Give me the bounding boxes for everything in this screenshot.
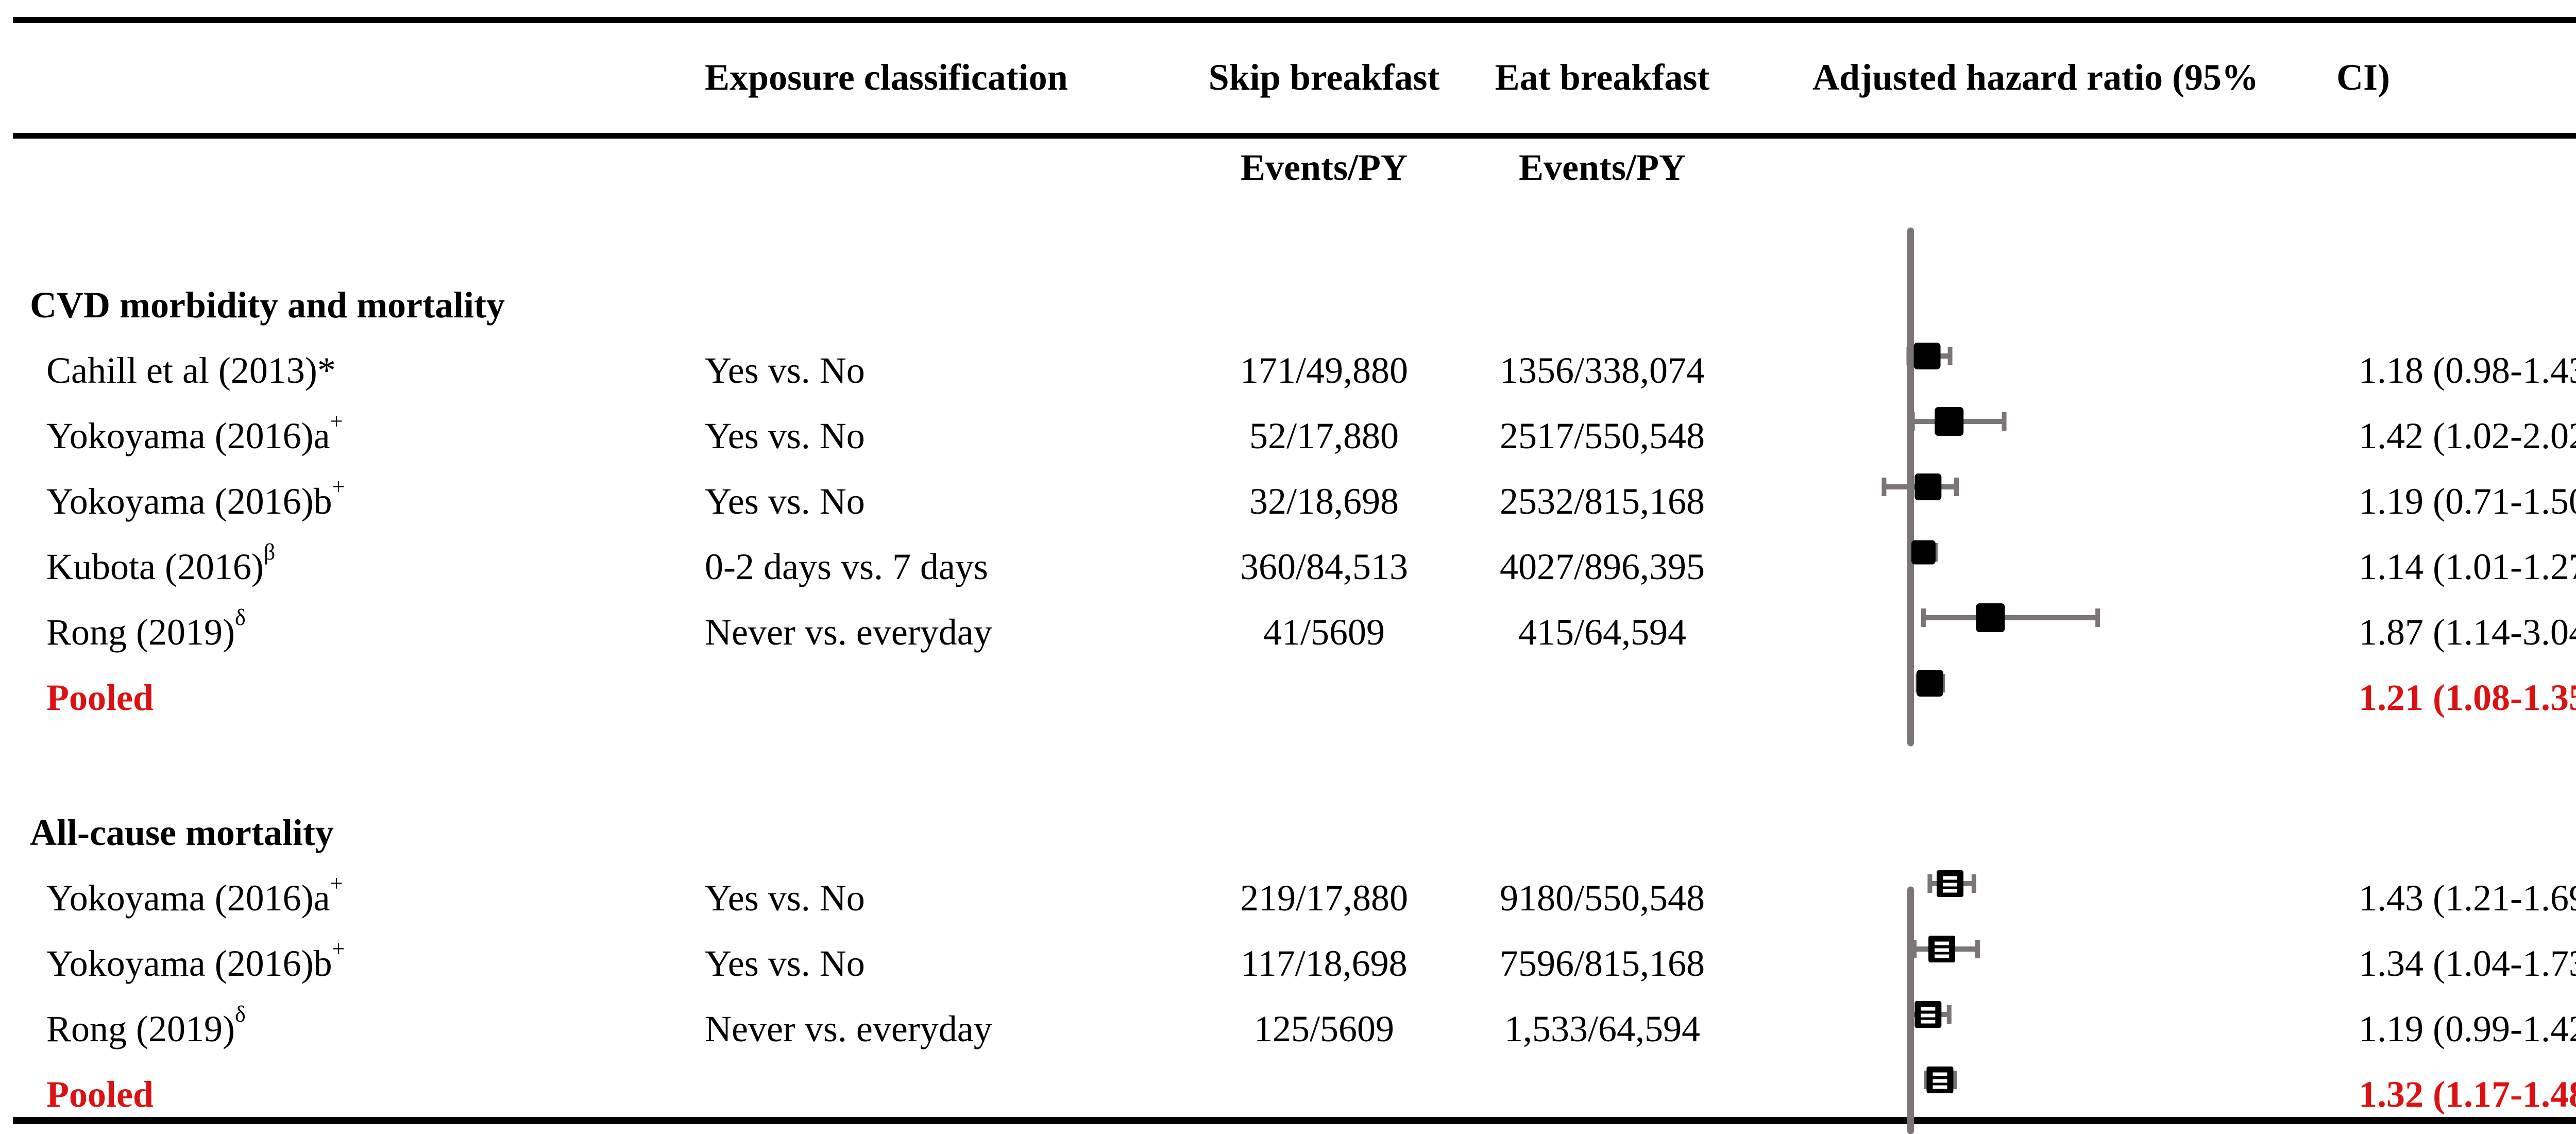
skip-events-cell: 171/49,880 [1240, 350, 1408, 391]
study-label: Yokoyama (2016)a+ [46, 408, 343, 464]
exposure-cell: Yes vs. No [705, 350, 865, 391]
study-label: Cahill et al (2013)* [46, 342, 336, 399]
marker-stripe [1921, 1020, 1936, 1024]
column-header-hazard-ratio-ci: CI) [2336, 57, 2390, 98]
study-name: Kubota (2016) [46, 546, 264, 587]
marker-stripe [1933, 1072, 1947, 1076]
hr-marker [1914, 473, 1942, 500]
column-header-hazard-ratio: Adjusted hazard ratio (95% [1812, 57, 2259, 98]
hr-marker [1913, 343, 1941, 369]
study-superscript: δ [234, 1002, 246, 1027]
marker-stripe [1921, 1013, 1936, 1018]
marker-stripe [1921, 1007, 1936, 1011]
exposure-cell: Never vs. everyday [705, 1008, 992, 1050]
study-label: Yokoyama (2016)b+ [46, 935, 345, 992]
hr-ci-cell: 1.87 (1.14-3.04) [2359, 612, 2576, 653]
section-title: CVD morbidity and mortality [30, 284, 505, 326]
skip-events-cell: 125/5609 [1253, 1008, 1394, 1050]
skip-events-cell: 52/17,880 [1249, 415, 1399, 456]
eat-events-cell: 4027/896,395 [1499, 546, 1705, 587]
study-name: Yokoyama (2016)b [46, 943, 332, 984]
study-name: Yokoyama (2016)b [46, 481, 332, 522]
study-superscript: + [330, 871, 343, 896]
hr-ci-cell: 1.43 (1.21-1.69) [2359, 877, 2576, 919]
exposure-cell: Yes vs. No [705, 481, 865, 522]
marker-stripe [1943, 876, 1958, 880]
pooled-label: Pooled [46, 677, 154, 718]
column-header-skip-breakfast: Skip breakfast [1208, 57, 1440, 98]
study-label: Yokoyama (2016)b+ [46, 473, 345, 530]
hr-ci-cell: 1.18 (0.98-1.43) [2359, 350, 2576, 391]
study-superscript: + [332, 474, 345, 499]
study-label: Kubota (2016)β [46, 538, 275, 595]
column-header-eat-breakfast: Eat breakfast [1495, 57, 1710, 98]
eat-events-cell: 1,533/64,594 [1504, 1008, 1700, 1050]
events-py-subheader-eat: Events/PY [1519, 147, 1686, 188]
pooled-hr-ci-cell: 1.21 (1.08-1.35) [2359, 677, 2576, 718]
section-title: All-cause mortality [30, 812, 334, 853]
hr-ci-cell: 1.34 (1.04-1.73) [2359, 943, 2576, 984]
hr-ci-cell: 1.19 (0.99-1.42) [2359, 1008, 2576, 1050]
hr-ci-cell: 1.14 (1.01-1.27) [2359, 546, 2576, 587]
study-name: Rong (2019) [46, 1008, 235, 1050]
exposure-cell: Yes vs. No [705, 943, 865, 984]
study-name: Yokoyama (2016)a [46, 415, 330, 456]
skip-events-cell: 360/84,513 [1240, 546, 1408, 587]
study-superscript: + [332, 936, 345, 961]
marker-stripe [1935, 954, 1950, 958]
hr-ci-cell: 1.42 (1.02-2.02) [2359, 415, 2576, 456]
marker-stripe [1933, 1085, 1947, 1089]
skip-events-cell: 41/5609 [1263, 612, 1385, 653]
study-name: Cahill et al (2013)* [46, 350, 336, 391]
study-superscript: δ [234, 605, 246, 630]
study-label: Rong (2019)δ [46, 604, 246, 661]
study-name: Yokoyama (2016)a [46, 877, 330, 919]
pooled-hr-ci-cell: 1.32 (1.17-1.48) [2359, 1074, 2576, 1115]
hr-ci-cell: 1.19 (0.71-1.50) [2359, 481, 2576, 522]
bottom-rule [13, 1117, 2576, 1124]
header-rule [13, 133, 2576, 139]
eat-events-cell: 2532/815,168 [1499, 481, 1705, 522]
study-name: Rong (2019) [46, 612, 235, 653]
skip-events-cell: 117/18,698 [1241, 943, 1408, 984]
skip-events-cell: 32/18,698 [1249, 481, 1399, 522]
marker-stripe [1935, 948, 1950, 952]
hr-marker [1911, 540, 1936, 565]
eat-events-cell: 1356/338,074 [1499, 350, 1705, 391]
eat-events-cell: 415/64,594 [1518, 612, 1686, 653]
study-label: Rong (2019)δ [46, 1001, 246, 1057]
hr-marker [1935, 407, 1964, 436]
exposure-cell: Yes vs. No [705, 877, 865, 919]
skip-events-cell: 219/17,880 [1240, 877, 1408, 919]
study-label: Yokoyama (2016)a+ [46, 870, 343, 926]
eat-events-cell: 9180/550,548 [1499, 877, 1705, 919]
study-superscript: + [330, 409, 343, 434]
study-superscript: β [263, 539, 276, 565]
eat-events-cell: 2517/550,548 [1499, 415, 1705, 456]
marker-stripe [1933, 1079, 1947, 1083]
marker-stripe [1935, 941, 1950, 945]
hr-marker [1976, 603, 2005, 632]
exposure-cell: 0-2 days vs. 7 days [705, 546, 988, 587]
marker-stripe [1943, 889, 1958, 893]
eat-events-cell: 7596/815,168 [1499, 943, 1705, 984]
top-rule [13, 17, 2576, 23]
pooled-label: Pooled [46, 1074, 154, 1115]
pooled-marker [1916, 670, 1943, 697]
events-py-subheader-skip: Events/PY [1241, 147, 1408, 188]
marker-stripe [1943, 883, 1958, 887]
exposure-cell: Never vs. everyday [705, 612, 992, 653]
column-header-exposure: Exposure classification [705, 57, 1068, 98]
exposure-cell: Yes vs. No [705, 415, 865, 456]
